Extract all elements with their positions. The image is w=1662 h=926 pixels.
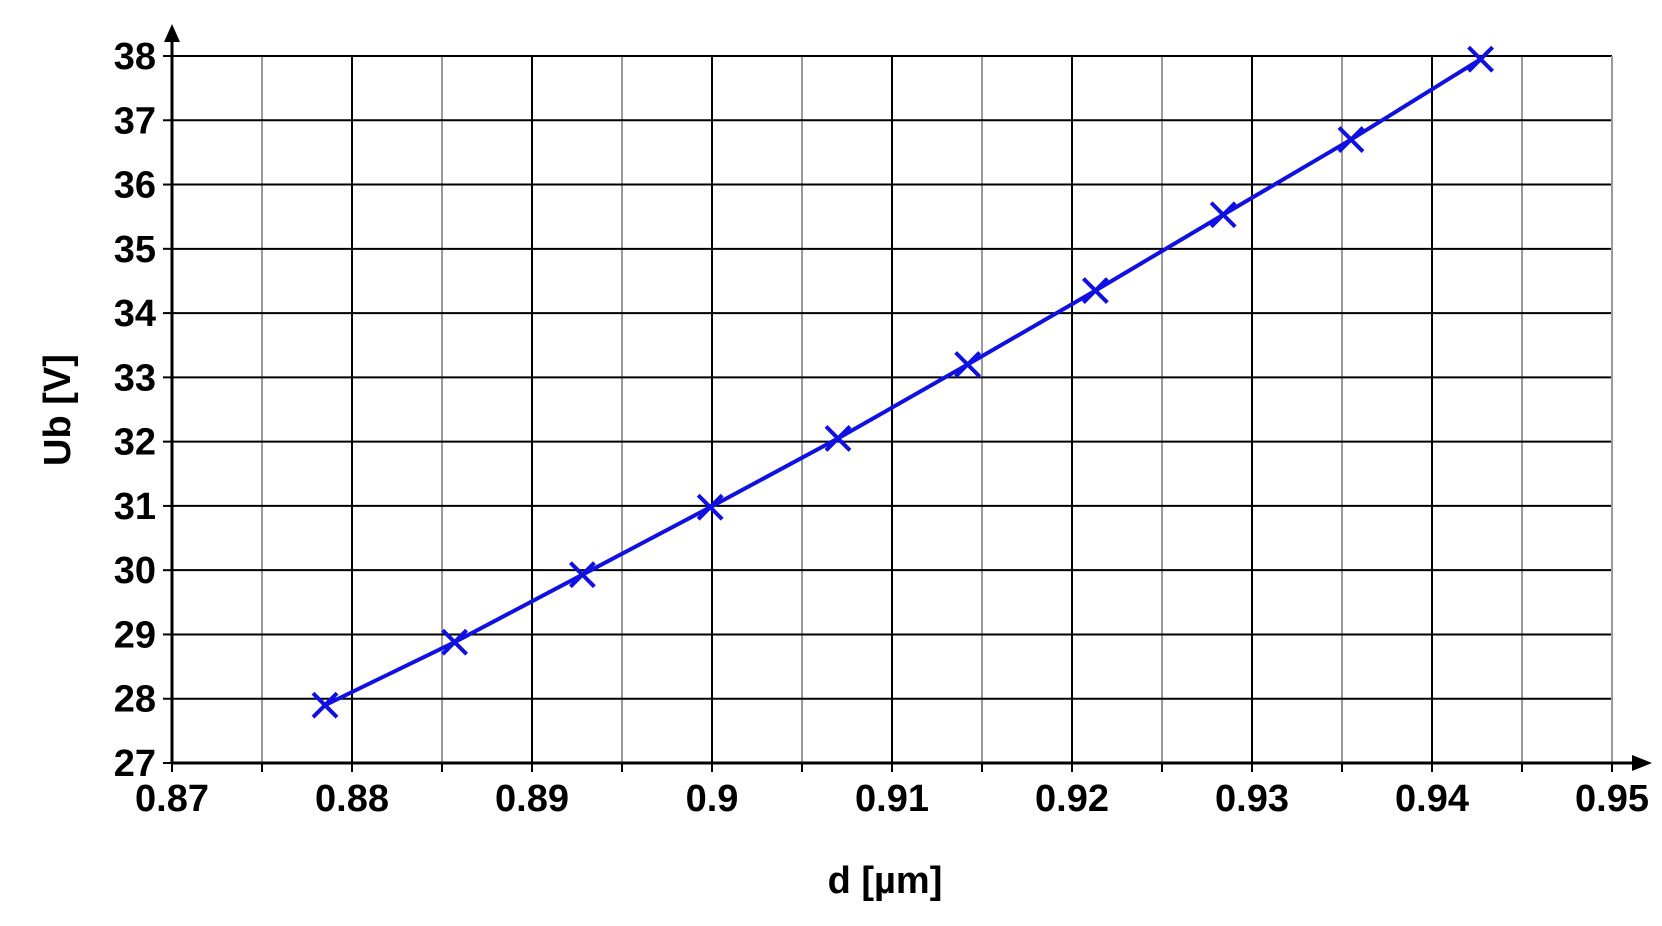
series-line [324,57,1482,707]
series [311,45,1495,719]
y-axis-title: Ub [V] [37,354,79,466]
x-tick-label: 0.94 [1395,778,1469,820]
y-axis-arrow [164,24,180,42]
y-tick-label: 34 [114,293,156,335]
x-tick-label: 0.92 [1035,778,1109,820]
data-point-marker [1081,277,1109,305]
x-tick-label: 0.93 [1215,778,1289,820]
data-point-marker [954,351,982,378]
y-tick-label: 29 [114,614,156,656]
x-axis-arrow [1632,755,1652,771]
x-tick-label: 0.89 [495,778,569,820]
data-point-marker [568,561,596,589]
grid [172,55,1613,763]
data-point-marker [824,425,852,452]
data-point-marker [441,628,469,656]
x-tick-label: 0.87 [135,778,209,820]
x-tick-label: 0.91 [855,778,929,820]
x-tick-label: 0.88 [315,778,389,820]
y-tick-label: 28 [114,679,156,721]
y-tick-label: 35 [114,229,156,271]
y-tick-label: 32 [114,422,156,464]
data-point-marker [1467,45,1495,73]
y-tick-label: 27 [114,743,156,785]
tick-labels: 0.87 0.88 0.89 0.9 0.91 0.92 0.93 0.94 0.95 27 28 2… [114,36,1649,820]
data-point-marker [1337,126,1365,153]
x-tick-label: 0.9 [686,778,739,820]
x-axis-title: d [µm] [828,860,943,902]
y-tick-label: 31 [114,486,156,528]
axes [163,24,1652,772]
y-tick-label: 33 [114,357,156,399]
x-tick-label: 0.95 [1575,778,1649,820]
y-tick-label: 37 [114,100,156,142]
y-tick-label: 36 [114,165,156,207]
y-tick-label: 38 [114,36,156,78]
data-point-marker [1209,201,1237,229]
data-point-marker [311,691,339,719]
y-tick-label: 30 [114,550,156,592]
data-point-marker [696,493,724,521]
